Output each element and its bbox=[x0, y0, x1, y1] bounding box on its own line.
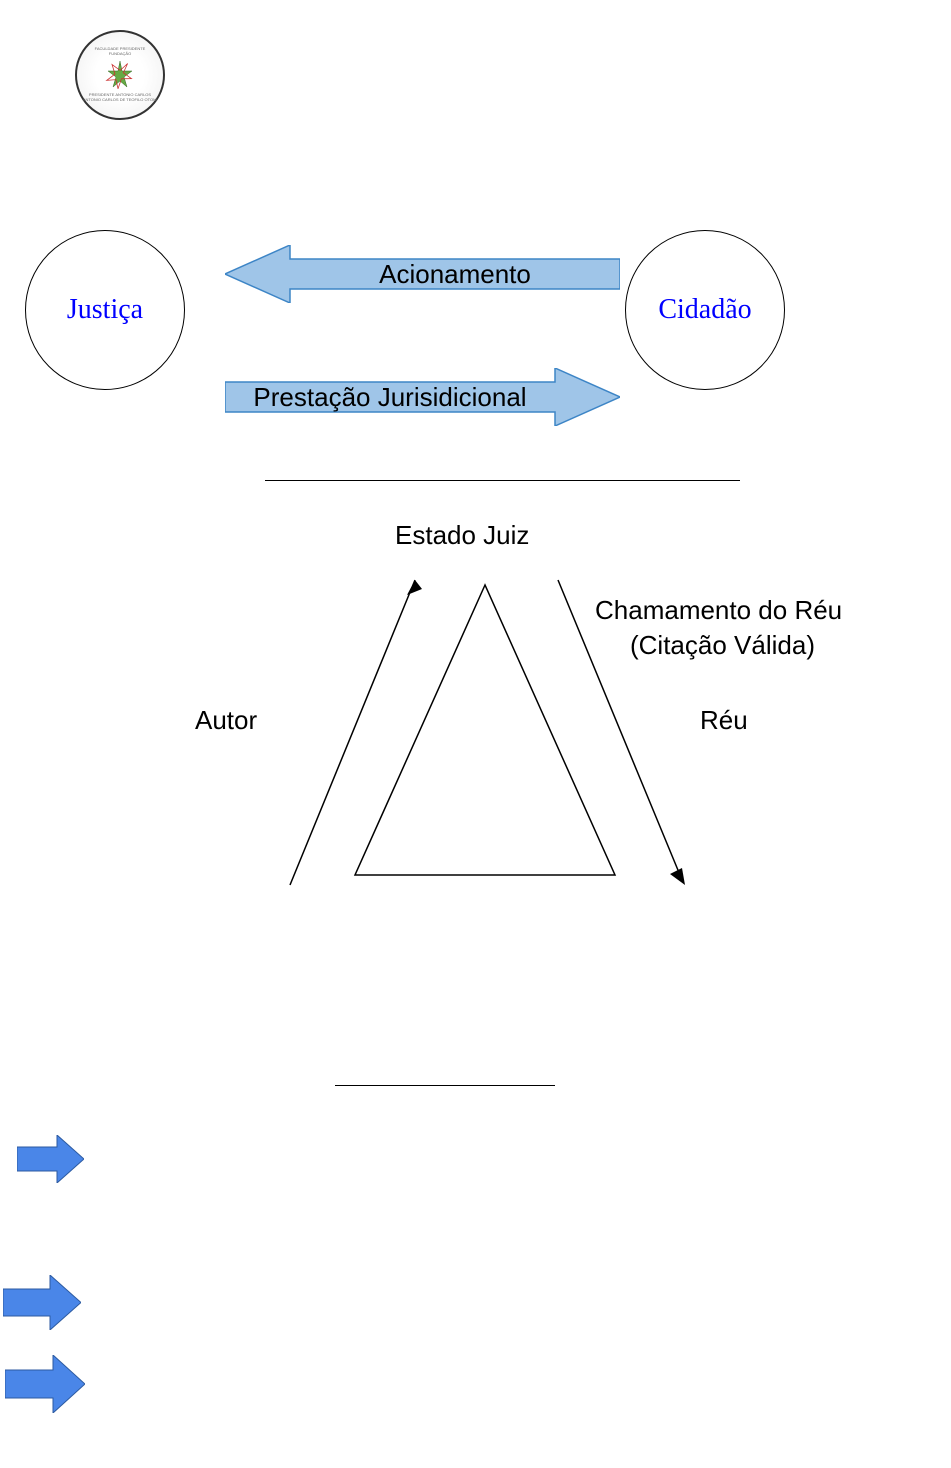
cidadao-label: Cidadão bbox=[658, 294, 751, 326]
prestacao-label-box: Prestação Jurisidicional bbox=[225, 382, 555, 412]
chamamento-label: Chamamento do Réu bbox=[595, 595, 842, 626]
acionamento-label: Acionamento bbox=[379, 259, 531, 290]
reu-label: Réu bbox=[700, 705, 748, 736]
logo-text-bot2: ANTONIO CARLOS DE TEOFILO OTONI bbox=[83, 98, 157, 103]
logo-text-mid: FUNDAÇÃO bbox=[83, 52, 157, 57]
institution-logo: FACULDADE PRESIDENTE FUNDAÇÃO PRESIDENTE… bbox=[75, 30, 165, 120]
cidadao-node: Cidadão bbox=[625, 230, 785, 390]
justica-node: Justiça bbox=[25, 230, 185, 390]
reu-text: Réu bbox=[700, 705, 748, 735]
citacao-text: (Citação Válida) bbox=[630, 630, 815, 660]
autor-label: Autor bbox=[195, 705, 257, 736]
logo-star-icon bbox=[105, 59, 135, 89]
prestacao-label: Prestação Jurisidicional bbox=[253, 382, 526, 413]
divider-1 bbox=[265, 480, 740, 481]
estado-juiz-label: Estado Juiz bbox=[395, 520, 529, 551]
estado-juiz-text: Estado Juiz bbox=[395, 520, 529, 550]
divider-2 bbox=[335, 1085, 555, 1086]
acionamento-label-box: Acionamento bbox=[290, 259, 620, 289]
small-arrow-1 bbox=[17, 1135, 84, 1183]
chamamento-text: Chamamento do Réu bbox=[595, 595, 842, 625]
small-arrow-2 bbox=[3, 1275, 81, 1330]
citacao-label: (Citação Válida) bbox=[630, 630, 815, 661]
justica-label: Justiça bbox=[67, 294, 143, 326]
logo-content: FACULDADE PRESIDENTE FUNDAÇÃO PRESIDENTE… bbox=[83, 47, 157, 102]
autor-text: Autor bbox=[195, 705, 257, 735]
small-arrow-3 bbox=[5, 1355, 85, 1413]
